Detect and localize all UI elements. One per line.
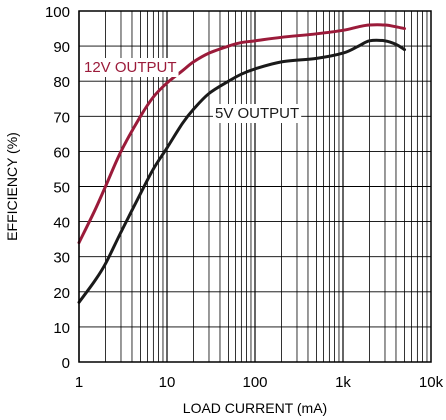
x-tick-labels: 1 10 100 1k 10k [75, 374, 444, 391]
plot-frame [78, 10, 432, 363]
x-tick-label: 1 [75, 374, 83, 391]
y-tick-label: 80 [53, 74, 70, 91]
series-label-12v: 12V OUTPUT [84, 59, 177, 76]
y-tick-label: 50 [53, 180, 70, 197]
y-tick-label: 10 [53, 320, 70, 337]
y-tick-label: 0 [62, 355, 70, 372]
series-label-12v-group: 12V OUTPUT [82, 58, 179, 77]
x-tick-label: 100 [242, 374, 267, 391]
series-line-5v [77, 38, 407, 304]
x-tick-label: 10k [419, 374, 444, 391]
series-line-12v [77, 23, 407, 245]
series-label-5v-background [213, 104, 302, 123]
x-axis-title: LOAD CURRENT (mA) [183, 400, 327, 416]
y-tick-label: 40 [53, 215, 70, 232]
y-tick-label: 20 [53, 285, 70, 302]
y-tick-label: 70 [53, 109, 70, 126]
y-tick-label: 30 [53, 250, 70, 267]
y-tick-label: 100 [45, 4, 70, 21]
y-tick-labels: 0 10 20 30 40 50 60 70 80 90 100 [45, 4, 70, 372]
series-lines [77, 23, 407, 304]
y-axis-title: EFFICIENCY (%) [4, 132, 20, 241]
x-tick-label: 10 [159, 374, 176, 391]
series-label-5v-group: 5V OUTPUT [213, 104, 302, 123]
x-tick-label: 1k [335, 374, 351, 391]
series-label-5v: 5V OUTPUT [215, 105, 299, 122]
series-label-12v-background [82, 58, 179, 77]
y-tick-label: 60 [53, 144, 70, 161]
y-tick-label: 90 [53, 39, 70, 56]
